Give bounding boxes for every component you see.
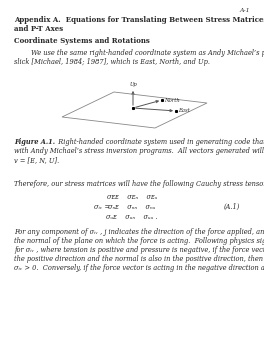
Text: σᵢᵥ =: σᵢᵥ = [94, 203, 110, 211]
Text: σᵤᴇ    σᵤₙ    σᵤᵤ .: σᵤᴇ σᵤₙ σᵤᵤ . [106, 213, 158, 221]
Text: Figure A.1.: Figure A.1. [14, 138, 55, 146]
Text: with Andy Michael’s stress inversion programs.  All vectors generated will have : with Andy Michael’s stress inversion pro… [14, 147, 264, 155]
Text: v = [E, N, U].: v = [E, N, U]. [14, 156, 59, 164]
Text: Up: Up [129, 82, 137, 87]
Text: Therefore, our stress matrices will have the following Cauchy stress tensor form: Therefore, our stress matrices will have… [14, 180, 264, 188]
Text: the positive direction and the normal is also in the positive direction, then th: the positive direction and the normal is… [14, 255, 264, 263]
Text: σᴇᴇ    σᴇₙ    σᴇᵤ: σᴇᴇ σᴇₙ σᴇᵤ [107, 193, 157, 201]
Text: Appendix A.  Equations for Translating Between Stress Matrices, Fault Parameters: Appendix A. Equations for Translating Be… [14, 16, 264, 24]
Text: for σᵢᵥ , where tension is positive and pressure is negative, if the force vecto: for σᵢᵥ , where tension is positive and … [14, 246, 264, 254]
Text: A-1: A-1 [239, 8, 250, 13]
Text: and P-T Axes: and P-T Axes [14, 25, 63, 33]
Text: σₙᴇ    σₙₙ    σₙᵤ: σₙᴇ σₙₙ σₙᵤ [109, 203, 155, 211]
Text: Right-handed coordinate system used in generating code that is compatible: Right-handed coordinate system used in g… [54, 138, 264, 146]
Text: North: North [164, 98, 180, 103]
Text: (A.1): (A.1) [224, 203, 240, 211]
Text: slick [Michael, 1984; 1987], which is East, North, and Up.: slick [Michael, 1984; 1987], which is Ea… [14, 58, 210, 66]
Text: σᵢᵥ > 0.  Conversely, if the force vector is acting in the negative direction an: σᵢᵥ > 0. Conversely, if the force vector… [14, 264, 264, 272]
Text: East: East [178, 108, 190, 114]
Text: We use the same right-handed coordinate system as Andy Michael’s program,: We use the same right-handed coordinate … [14, 49, 264, 57]
Text: Coordinate Systems and Rotations: Coordinate Systems and Rotations [14, 37, 150, 45]
Text: For any component of σᵢᵥ , j indicates the direction of the force applied, and i: For any component of σᵢᵥ , j indicates t… [14, 228, 264, 236]
Text: the normal of the plane on which the force is acting.  Following physics sign co: the normal of the plane on which the for… [14, 237, 264, 245]
